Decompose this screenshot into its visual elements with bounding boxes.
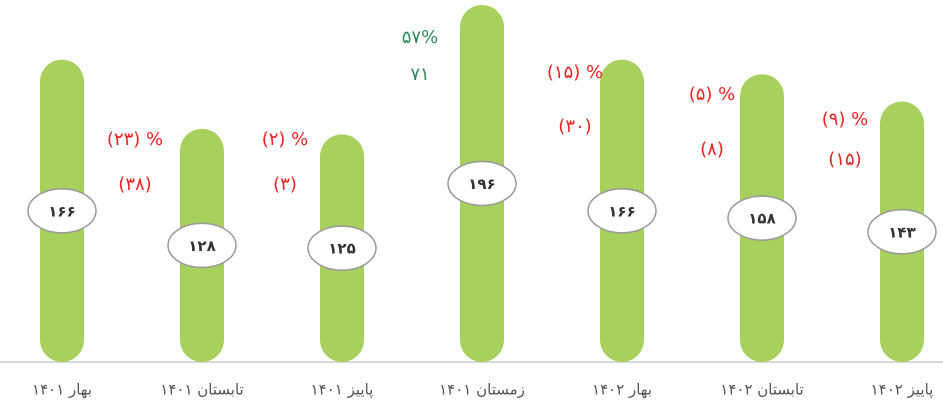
value-badge [307,225,377,271]
value-badge [727,195,797,241]
value-label: ۱۲۸ [188,237,215,255]
change-diff: (۳۸) [118,174,151,195]
change-percent: (۱۵) % [547,62,603,83]
value-label: ۱۴۳ [888,223,915,241]
value-badge [867,209,937,255]
category-label: پاییز ۱۴۰۱ [311,381,374,400]
change-diff: (۱۵) [828,149,861,170]
category-label: تابستان ۱۴۰۲ [720,381,803,399]
change-diff: ۷۱ [410,64,429,85]
change-percent: ۵۷% [402,27,438,48]
value-badge [587,188,657,234]
change-diff: (۳) [273,174,297,195]
value-label: ۱۶۶ [608,202,635,220]
value-badge [167,222,237,269]
category-label: پاییز ۱۴۰۲ [871,381,934,400]
category-label: زمستان ۱۴۰۱ [439,381,525,399]
value-badge [27,188,97,234]
change-diff: (۳۰) [558,116,591,137]
value-label: ۱۵۸ [748,210,775,228]
value-badge [447,160,517,207]
category-label: بهار ۱۴۰۱ [32,381,92,399]
value-label: ۱۹۶ [468,175,495,193]
change-percent: (۹) % [822,109,869,130]
change-percent: (۵) % [689,84,736,105]
value-label: ۱۲۵ [328,240,355,258]
change-diff: (۸) [700,139,724,160]
change-percent: (۲۳) % [107,129,163,150]
category-label: بهار ۱۴۰۲ [592,381,652,399]
value-label: ۱۶۶ [48,202,75,220]
category-label: تابستان ۱۴۰۱ [160,381,243,399]
change-percent: (۲) % [262,129,309,150]
